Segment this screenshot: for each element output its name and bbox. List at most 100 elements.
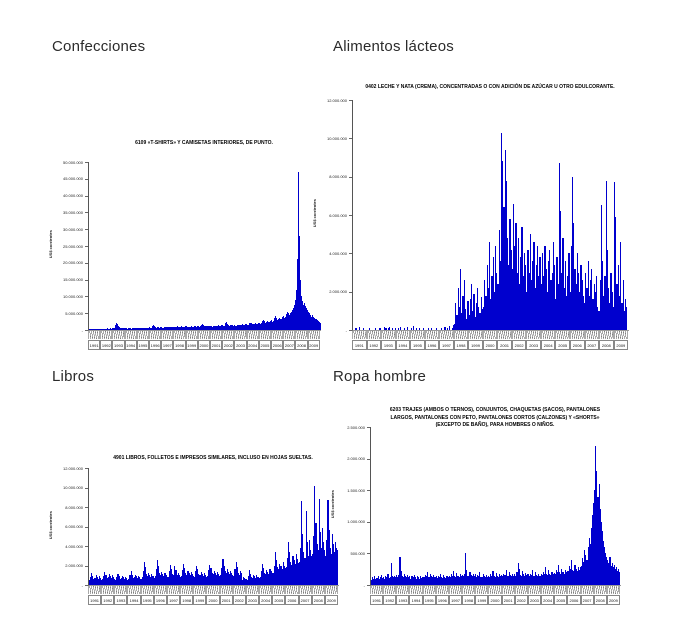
bar — [305, 510, 307, 585]
bar — [284, 318, 286, 330]
bar — [198, 574, 200, 585]
bar — [122, 327, 124, 330]
bar — [455, 303, 457, 330]
bar — [289, 314, 291, 330]
bar — [126, 578, 128, 585]
bar — [104, 328, 106, 330]
bar — [411, 576, 413, 585]
month-tick-cell — [475, 586, 489, 594]
bar — [485, 295, 487, 330]
bar — [190, 326, 192, 330]
bar — [295, 299, 297, 330]
year-label: 1992 — [366, 340, 382, 350]
bar — [492, 257, 494, 330]
bar-series — [353, 100, 628, 330]
bar — [90, 577, 92, 585]
bar — [307, 309, 309, 330]
bar — [293, 308, 295, 330]
bar — [486, 264, 488, 330]
bar — [597, 496, 599, 585]
month-tick-cell — [488, 586, 502, 594]
bar — [326, 540, 328, 585]
bar — [94, 329, 96, 330]
bar — [582, 295, 584, 330]
bar — [258, 578, 260, 585]
month-tick-cell — [185, 331, 198, 339]
bar — [272, 573, 274, 585]
bar — [562, 571, 564, 585]
bar — [410, 578, 412, 585]
y-tick-label: 12.000.000 — [326, 97, 347, 103]
bar — [324, 549, 326, 585]
month-tick-cell — [127, 586, 141, 594]
bar — [232, 575, 234, 585]
bar — [480, 297, 482, 330]
bar — [177, 326, 179, 330]
year-label: 1999 — [185, 340, 198, 350]
bar — [564, 570, 566, 585]
bar — [591, 268, 593, 330]
bar — [300, 279, 302, 330]
bar — [293, 559, 295, 585]
bar — [98, 576, 100, 585]
bar — [175, 326, 177, 330]
bar — [159, 327, 161, 330]
bar — [475, 303, 477, 330]
month-tick-cell — [210, 331, 223, 339]
bar — [123, 328, 125, 330]
bar — [551, 572, 553, 585]
bar — [276, 559, 278, 585]
bar — [587, 261, 589, 330]
bar — [585, 272, 587, 330]
bar — [600, 205, 603, 330]
bar — [278, 317, 280, 330]
bar — [223, 565, 225, 585]
month-tick-cell — [246, 331, 259, 339]
bar — [100, 328, 102, 330]
y-tick-mark — [349, 215, 352, 216]
bar — [468, 314, 470, 330]
bar — [526, 291, 528, 330]
y-tick-label: 4.000.000 — [65, 543, 83, 549]
bar — [422, 328, 424, 330]
bar — [299, 235, 301, 330]
bar — [163, 327, 165, 330]
month-tick-cell — [311, 586, 325, 594]
year-label: 2000 — [482, 340, 498, 350]
bar — [433, 574, 435, 585]
month-tick-cell — [298, 586, 312, 594]
bar — [270, 571, 272, 585]
bar — [240, 325, 242, 330]
year-label: 2007 — [580, 595, 594, 605]
bar — [559, 211, 562, 330]
bar — [207, 576, 209, 585]
bar — [527, 573, 529, 585]
bar — [140, 327, 142, 330]
bar — [550, 280, 552, 330]
bar — [255, 578, 257, 585]
bar — [428, 577, 431, 585]
bar — [129, 575, 131, 585]
bar — [578, 569, 580, 585]
bar — [611, 562, 613, 585]
year-label: 1995 — [410, 340, 425, 350]
bar — [311, 555, 313, 585]
bar — [533, 576, 536, 585]
bar — [89, 580, 91, 585]
bar — [89, 329, 91, 330]
bar — [249, 574, 251, 585]
bar — [449, 326, 451, 330]
bar — [234, 569, 236, 585]
bar — [482, 307, 485, 330]
year-label: 1999 — [475, 595, 489, 605]
y-tick-mark — [85, 162, 88, 163]
year-label: 2007 — [584, 340, 600, 350]
bar — [188, 326, 190, 330]
bar — [485, 574, 487, 585]
bar — [460, 576, 462, 585]
year-label: 1997 — [161, 340, 174, 350]
bar — [97, 579, 99, 585]
bar — [597, 307, 599, 330]
bar — [375, 579, 377, 585]
y-tick-label: 40.000.000 — [62, 193, 83, 199]
